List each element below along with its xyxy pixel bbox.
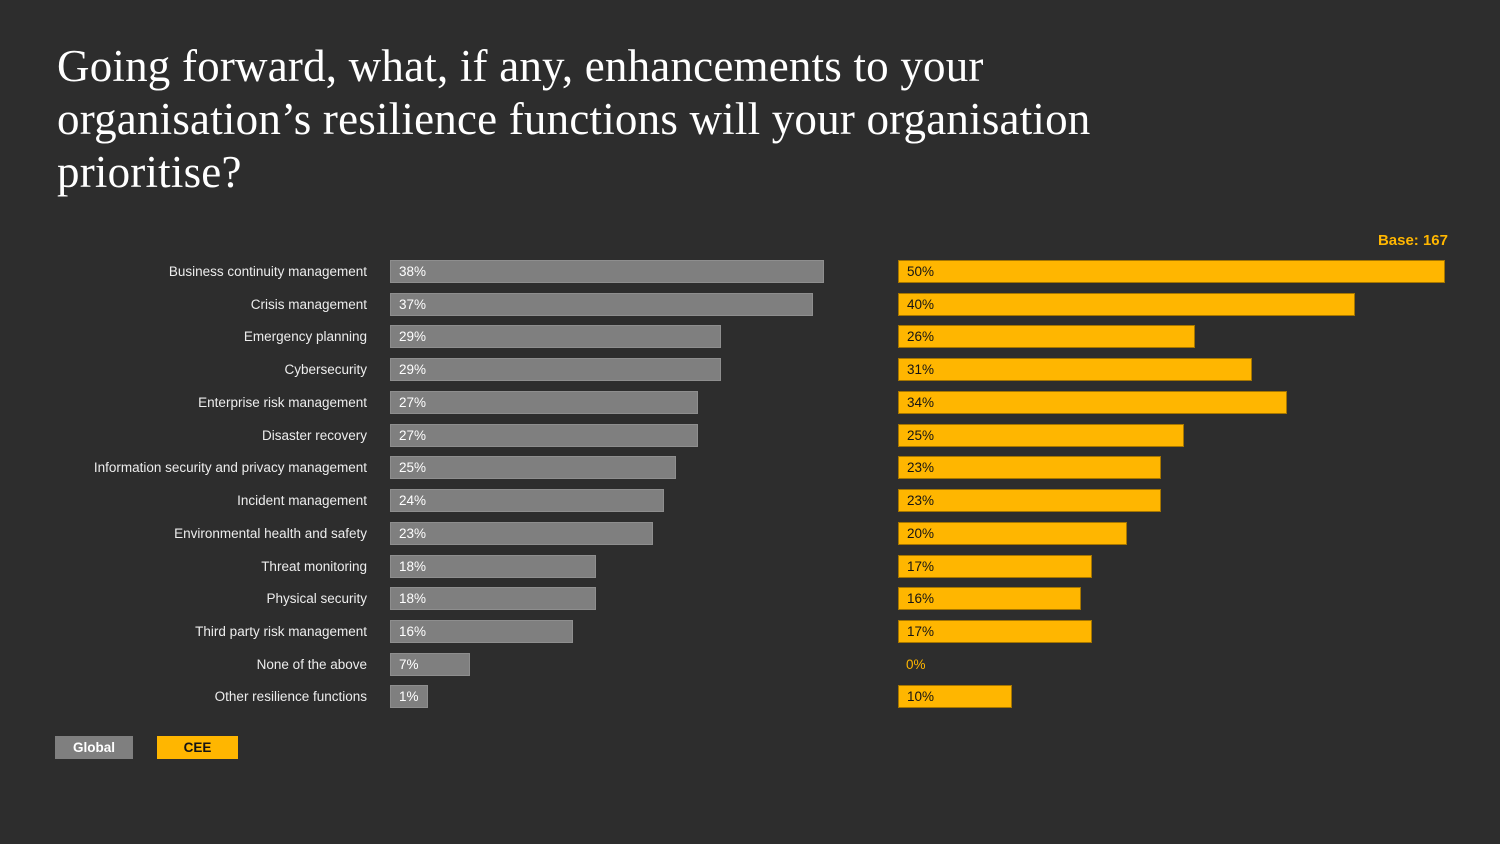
cee-bar: 31% — [898, 358, 1252, 381]
cee-value-label: 31% — [907, 362, 935, 377]
global-value-label: 24% — [399, 493, 427, 508]
category-label: Disaster recovery — [261, 428, 367, 443]
global-value-label: 16% — [399, 624, 427, 639]
category-label: Information security and privacy managem… — [93, 460, 367, 475]
global-value-label: 18% — [399, 591, 427, 606]
page-title: Going forward, what, if any, enhancement… — [57, 40, 1091, 199]
global-bar: 18% — [390, 587, 596, 610]
chart-row: Cybersecurity 29% 31% — [0, 358, 1500, 381]
cee-zero-value-label: 0% — [906, 657, 926, 672]
cee-value-label: 34% — [907, 395, 935, 410]
chart-row: Emergency planning 29% 26% — [0, 325, 1500, 348]
cee-bar: 34% — [898, 391, 1287, 414]
cee-bar: 25% — [898, 424, 1184, 447]
cee-bar: 17% — [898, 620, 1092, 643]
cee-value-label: 10% — [907, 689, 935, 704]
cee-value-label: 40% — [907, 297, 935, 312]
chart-row: Environmental health and safety 23% 20% — [0, 522, 1500, 545]
category-label: Emergency planning — [243, 329, 367, 344]
chart-row: Third party risk management 16% 17% — [0, 620, 1500, 643]
category-label: Crisis management — [250, 297, 367, 312]
category-label: Threat monitoring — [261, 559, 367, 574]
category-label: Cybersecurity — [284, 362, 367, 377]
cee-bar: 40% — [898, 293, 1355, 316]
chart-row: Threat monitoring 18% 17% — [0, 555, 1500, 578]
cee-bar: 23% — [898, 456, 1161, 479]
cee-bar: 20% — [898, 522, 1127, 545]
cee-value-label: 20% — [907, 526, 935, 541]
global-value-label: 38% — [399, 264, 427, 279]
category-label: Incident management — [237, 493, 367, 508]
chart-row: Crisis management 37% 40% — [0, 293, 1500, 316]
category-label: Physical security — [266, 591, 367, 606]
page-title-line-1: Going forward, what, if any, enhancement… — [57, 41, 984, 91]
base-count-label: Base: 167 — [1377, 232, 1448, 249]
global-value-label: 23% — [399, 526, 427, 541]
chart-row: Incident management 24% 23% — [0, 489, 1500, 512]
global-bar: 23% — [390, 522, 653, 545]
chart-row: Business continuity management 38% 50% — [0, 260, 1500, 283]
cee-value-label: 25% — [907, 428, 935, 443]
global-bar: 29% — [390, 325, 721, 348]
global-value-label: 27% — [399, 395, 427, 410]
global-value-label: 18% — [399, 559, 427, 574]
cee-bar: 10% — [898, 685, 1012, 708]
chart-row: Enterprise risk management 27% 34% — [0, 391, 1500, 414]
global-value-label: 29% — [399, 329, 427, 344]
global-bar: 16% — [390, 620, 573, 643]
legend: Global CEE — [55, 736, 238, 759]
chart-row: None of the above 7% 0% — [0, 653, 1500, 676]
global-bar: 25% — [390, 456, 676, 479]
cee-bar: 50% — [898, 260, 1445, 283]
global-value-label: 25% — [399, 460, 427, 475]
cee-value-label: 17% — [907, 624, 935, 639]
category-label: Enterprise risk management — [198, 395, 367, 410]
global-value-label: 29% — [399, 362, 427, 377]
cee-bar: 17% — [898, 555, 1092, 578]
category-label: Other resilience functions — [214, 689, 367, 704]
global-bar: 27% — [390, 424, 698, 447]
legend-swatch-cee: CEE — [157, 736, 238, 759]
cee-value-label: 26% — [907, 329, 935, 344]
global-value-label: 27% — [399, 428, 427, 443]
cee-value-label: 17% — [907, 559, 935, 574]
category-label: Third party risk management — [195, 624, 367, 639]
global-bar: 27% — [390, 391, 698, 414]
category-label: None of the above — [256, 657, 367, 672]
cee-value-label: 16% — [907, 591, 935, 606]
global-value-label: 1% — [399, 689, 419, 704]
global-bar: 37% — [390, 293, 813, 316]
global-bar: 38% — [390, 260, 824, 283]
cee-value-label: 50% — [907, 264, 935, 279]
global-bar: 7% — [390, 653, 470, 676]
grouped-bar-chart: Business continuity management 38% 50% Cris… — [0, 260, 1500, 720]
global-bar: 1% — [390, 685, 428, 708]
global-bar: 24% — [390, 489, 664, 512]
cee-bar: 23% — [898, 489, 1161, 512]
cee-value-label: 23% — [907, 460, 935, 475]
legend-swatch-global: Global — [55, 736, 133, 759]
global-bar: 29% — [390, 358, 721, 381]
chart-row: Other resilience functions 1% 10% — [0, 685, 1500, 708]
cee-value-label: 23% — [907, 493, 935, 508]
cee-bar: 26% — [898, 325, 1195, 348]
category-label: Business continuity management — [168, 264, 367, 279]
chart-row: Information security and privacy managem… — [0, 456, 1500, 479]
global-bar: 18% — [390, 555, 596, 578]
cee-bar: 16% — [898, 587, 1081, 610]
chart-row: Disaster recovery 27% 25% — [0, 424, 1500, 447]
chart-row: Physical security 18% 16% — [0, 587, 1500, 610]
global-value-label: 7% — [399, 657, 419, 672]
page-title-line-3: prioritise? — [57, 147, 242, 197]
category-label: Environmental health and safety — [174, 526, 367, 541]
global-value-label: 37% — [399, 297, 427, 312]
page-title-line-2: organisation’s resilience functions will… — [57, 94, 1091, 144]
